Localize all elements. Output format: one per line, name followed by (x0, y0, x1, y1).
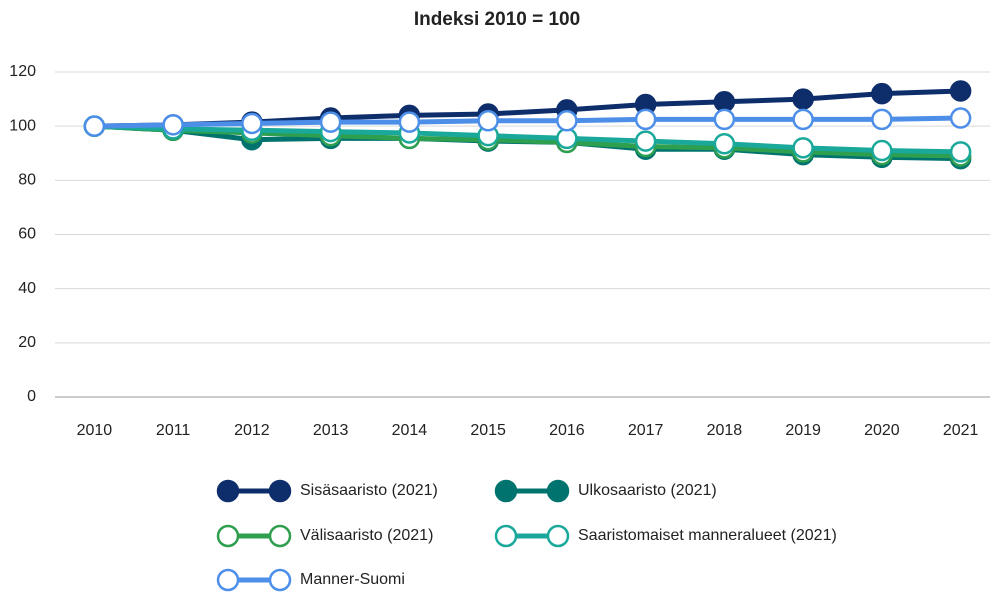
x-tick-label: 2010 (77, 422, 113, 439)
chart-title: Indeksi 2010 = 100 (414, 9, 580, 30)
x-tick-label: 2016 (549, 422, 585, 439)
legend-marker (546, 479, 570, 503)
legend-marker (494, 479, 518, 503)
data-point (792, 88, 814, 110)
data-point (634, 108, 657, 131)
legend-marker (216, 568, 240, 592)
y-tick-label: 20 (18, 334, 36, 351)
legend-label: Manner-Suomi (300, 571, 405, 588)
y-tick-label: 120 (9, 63, 36, 80)
data-point (949, 80, 972, 102)
y-tick-label: 60 (18, 226, 36, 243)
data-point (871, 139, 893, 162)
data-point (871, 108, 893, 131)
data-point (556, 110, 578, 132)
legend-marker (216, 479, 240, 503)
data-point (241, 112, 263, 135)
y-tick-label: 80 (18, 172, 36, 189)
legend-label: Sisäsaaristo (2021) (300, 482, 438, 499)
x-tick-label: 2017 (628, 422, 664, 439)
x-tick-label: 2021 (943, 422, 979, 439)
legend-label: Välisaaristo (2021) (300, 527, 433, 544)
y-tick-label: 40 (18, 280, 36, 297)
data-point (713, 133, 736, 155)
legend-marker (494, 524, 518, 548)
x-tick-label: 2020 (864, 422, 900, 439)
x-tick-label: 2013 (313, 422, 349, 439)
data-point (83, 115, 106, 137)
data-point (319, 111, 342, 133)
legend-label: Saaristomaiset manneralueet (2021) (578, 527, 837, 544)
x-tick-label: 2011 (156, 422, 191, 439)
x-tick-label: 2018 (707, 422, 743, 439)
x-tick-label: 2019 (785, 422, 821, 439)
legend-marker (546, 524, 570, 548)
y-tick-label: 0 (27, 388, 36, 405)
x-tick-label: 2014 (392, 422, 428, 439)
data-point (792, 108, 814, 131)
data-point (713, 91, 736, 113)
legend-marker (268, 479, 292, 503)
legend-marker (268, 568, 292, 592)
x-tick-label: 2015 (470, 422, 506, 439)
series-line (94, 115, 961, 129)
data-point (949, 141, 972, 163)
data-point (477, 110, 499, 132)
data-point (871, 82, 893, 105)
data-point (634, 130, 657, 152)
legend-marker (268, 524, 292, 548)
data-point (162, 114, 184, 136)
series-line (94, 123, 961, 155)
data-point (556, 127, 578, 150)
data-point (713, 108, 736, 131)
data-point (949, 107, 972, 129)
data-point (792, 137, 814, 159)
data-point (398, 111, 421, 133)
y-tick-label: 100 (9, 117, 36, 134)
x-tick-label: 2012 (234, 422, 270, 439)
legend-marker (216, 524, 240, 548)
legend-label: Ulkosaaristo (2021) (578, 482, 717, 499)
